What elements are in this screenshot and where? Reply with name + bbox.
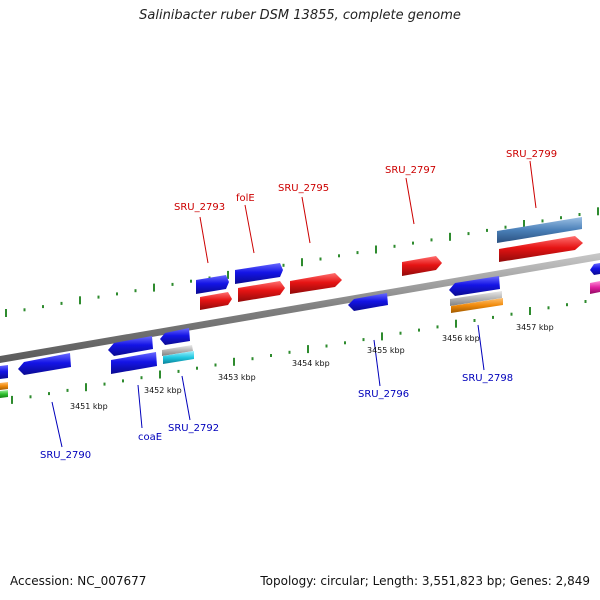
gene-feature[interactable] bbox=[235, 263, 283, 284]
scale-label: 3457 kbp bbox=[516, 323, 554, 332]
gene-feature[interactable] bbox=[590, 281, 600, 294]
scale-label: 3455 kbp bbox=[367, 346, 405, 355]
gene-feature[interactable] bbox=[590, 263, 600, 275]
reverse-leader-lines bbox=[51, 324, 485, 448]
gene-feature[interactable] bbox=[290, 273, 342, 294]
gene-feature[interactable] bbox=[0, 365, 8, 379]
accession-text: Accession: NC_007677 bbox=[10, 574, 147, 588]
gene-feature[interactable] bbox=[238, 281, 285, 302]
gene-feature[interactable] bbox=[499, 236, 583, 262]
gene-label-reverse[interactable]: SRU_2790 bbox=[40, 450, 91, 461]
forward-leader-lines bbox=[199, 160, 537, 264]
scale-label: 3454 kbp bbox=[292, 359, 330, 368]
gene-label-reverse[interactable]: SRU_2798 bbox=[462, 373, 513, 384]
gene-label-forward[interactable]: folE bbox=[236, 193, 255, 204]
gene-label-reverse[interactable]: SRU_2796 bbox=[358, 389, 409, 400]
gene-label-forward[interactable]: SRU_2799 bbox=[506, 149, 557, 160]
gene-feature[interactable] bbox=[196, 275, 229, 294]
reverse-tick-track bbox=[11, 300, 587, 404]
gene-label-reverse[interactable]: coaE bbox=[138, 432, 162, 443]
map-title: Salinibacter ruber DSM 13855, complete g… bbox=[139, 8, 461, 23]
genome-summary-text: Topology: circular; Length: 3,551,823 bp… bbox=[260, 574, 590, 588]
gene-feature[interactable] bbox=[108, 336, 153, 356]
gene-feature[interactable] bbox=[200, 292, 232, 310]
gene-feature[interactable] bbox=[0, 382, 8, 390]
gene-feature[interactable] bbox=[18, 353, 71, 375]
gene-feature[interactable] bbox=[497, 217, 582, 243]
gene-label-forward[interactable]: SRU_2795 bbox=[278, 183, 329, 194]
scale-label: 3453 kbp bbox=[218, 373, 256, 382]
gene-feature[interactable] bbox=[160, 328, 190, 345]
gene-feature[interactable] bbox=[0, 390, 8, 398]
gene-label-forward[interactable]: SRU_2793 bbox=[174, 202, 225, 213]
gene-label-forward[interactable]: SRU_2797 bbox=[385, 165, 436, 176]
scale-label: 3456 kbp bbox=[442, 334, 480, 343]
gene-feature[interactable] bbox=[348, 293, 388, 311]
scale-label: 3452 kbp bbox=[144, 386, 182, 395]
gene-feature[interactable] bbox=[451, 298, 503, 313]
gene-feature[interactable] bbox=[450, 291, 502, 306]
gene-label-reverse[interactable]: SRU_2792 bbox=[168, 423, 219, 434]
gene-feature[interactable] bbox=[162, 345, 193, 356]
gene-feature[interactable] bbox=[163, 351, 194, 364]
gene-feature[interactable] bbox=[449, 276, 500, 296]
scale-label: 3451 kbp bbox=[70, 402, 108, 411]
gene-feature[interactable] bbox=[402, 256, 442, 276]
forward-tick-track bbox=[5, 207, 599, 317]
gene-feature[interactable] bbox=[111, 352, 157, 374]
genome-backbone bbox=[0, 253, 600, 363]
